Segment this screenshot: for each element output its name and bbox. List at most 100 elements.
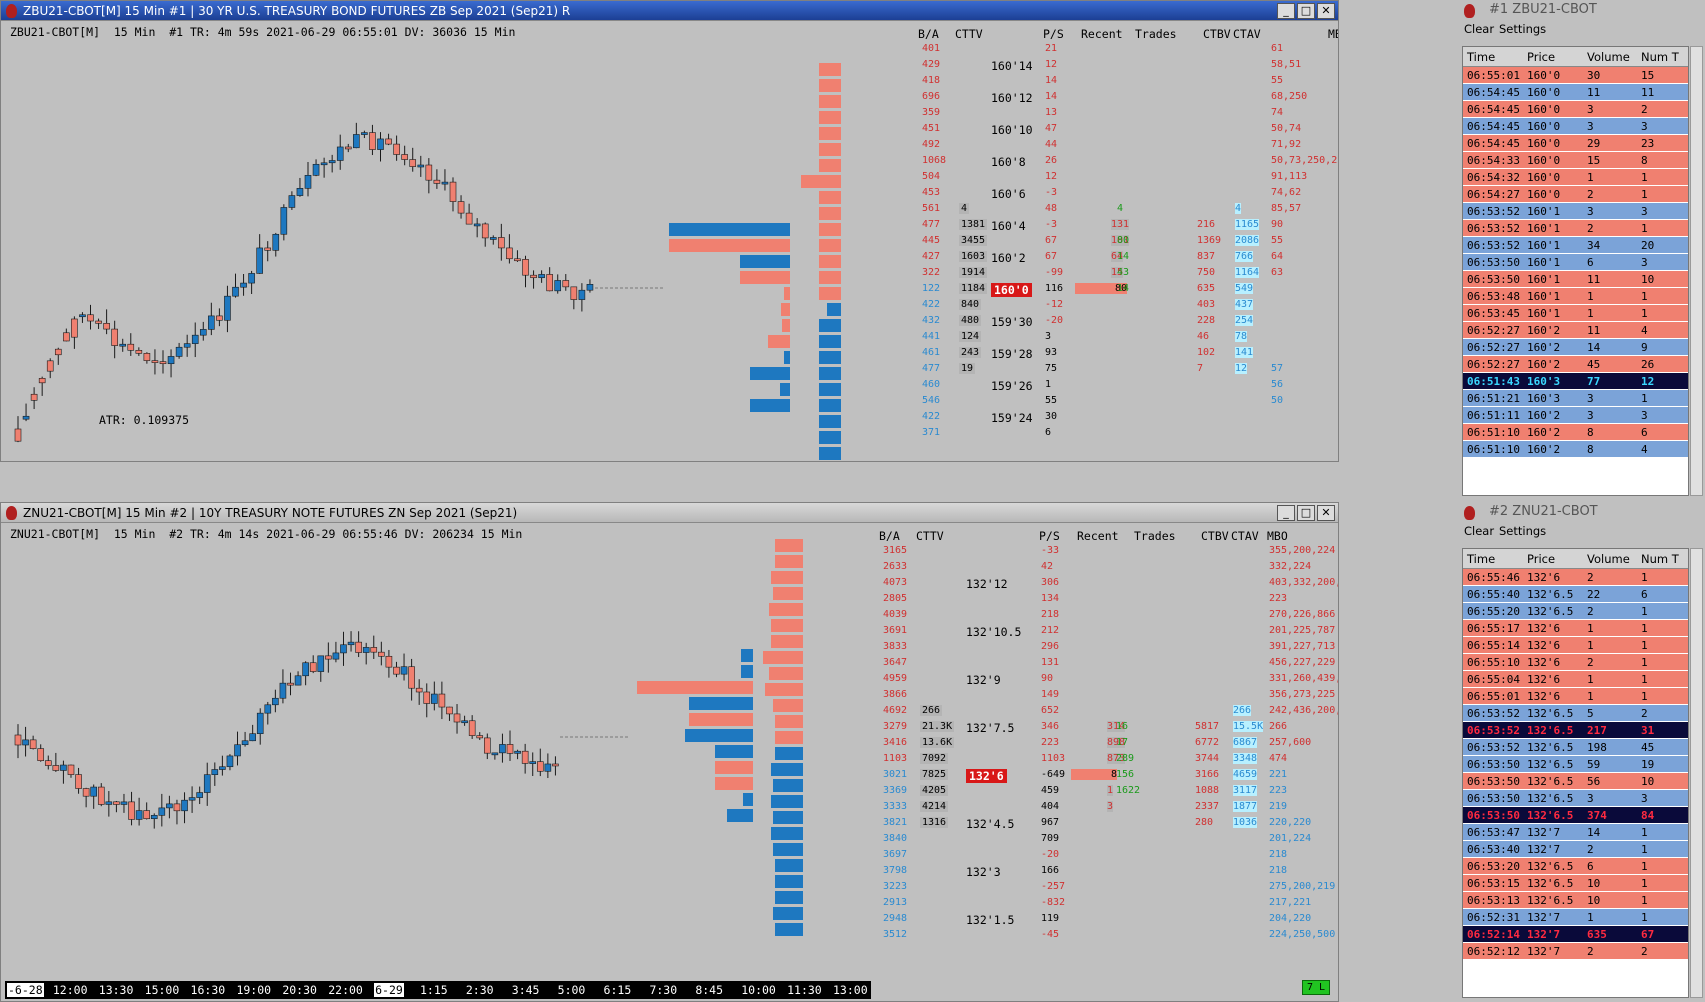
ladder-row[interactable]: 461 243 159'28 93 102 141 <box>910 345 1335 361</box>
ts-col-header[interactable]: Price <box>1527 552 1556 566</box>
ts-row[interactable]: 06:52:27 160'2 45 26 <box>1463 356 1688 373</box>
ts-row[interactable]: 06:51:10 160'2 8 6 <box>1463 424 1688 441</box>
ladder-row[interactable]: 453 160'6 -3 74,62 <box>910 185 1335 201</box>
ladder-row[interactable]: 504 12 91,113 <box>910 169 1335 185</box>
ts-row[interactable]: 06:53:50 132'6.5 374 84 <box>1463 807 1688 824</box>
ladder-row[interactable]: 3369 4205 459 1 1622 1088 3117 223 <box>871 783 1335 799</box>
ladder-row[interactable]: 427 1603 160'2 67 64 14 837 766 64 <box>910 249 1335 265</box>
ladder-row[interactable]: 3223 -257 275,200,219 <box>871 879 1335 895</box>
ladder-row[interactable]: 322 1914 -99 15 43 750 1164 63 <box>910 265 1335 281</box>
ts-row[interactable]: 06:54:45 160'0 11 11 <box>1463 84 1688 101</box>
ladder-row[interactable]: 441 124 3 46 78 <box>910 329 1335 345</box>
ts-table[interactable]: Time Price Volume Num T 06:55:01 160'0 30 15 06:… <box>1462 46 1689 496</box>
ladder-row[interactable]: 429 160'14 12 58,51 <box>910 57 1335 73</box>
ts-row[interactable]: 06:54:45 160'0 3 3 <box>1463 118 1688 135</box>
ts-row[interactable]: 06:53:15 132'6.5 10 1 <box>1463 875 1688 892</box>
ts-row[interactable]: 06:55:17 132'6 1 1 <box>1463 620 1688 637</box>
ladder-row[interactable]: 3647 131 456,227,229 <box>871 655 1335 671</box>
ladder-row[interactable]: 2948 132'1.5 119 204,220 <box>871 911 1335 927</box>
ts-row[interactable]: 06:55:01 132'6 1 1 <box>1463 688 1688 705</box>
close-button[interactable]: ✕ <box>1317 505 1335 521</box>
ladder-row[interactable]: 3165 -33 355,200,224 <box>871 543 1335 559</box>
ts-row[interactable]: 06:53:47 132'7 14 1 <box>1463 824 1688 841</box>
minimize-button[interactable]: _ <box>1277 505 1295 521</box>
ladder-row[interactable]: 460 159'26 1 56 <box>910 377 1335 393</box>
ts-col-header[interactable]: Volume <box>1587 552 1630 566</box>
ts-row[interactable]: 06:53:40 132'7 2 1 <box>1463 841 1688 858</box>
ladder-row[interactable]: 3866 149 356,273,225 <box>871 687 1335 703</box>
ts-row[interactable]: 06:54:45 160'0 3 2 <box>1463 101 1688 118</box>
ladder-row[interactable]: 418 14 55 <box>910 73 1335 89</box>
ladder-row[interactable]: 3333 4214 404 3 2337 1877 219 <box>871 799 1335 815</box>
ts-row[interactable]: 06:51:21 160'3 3 1 <box>1463 390 1688 407</box>
ts-row[interactable]: 06:52:27 160'2 11 4 <box>1463 322 1688 339</box>
ts-row[interactable]: 06:53:50 132'6.5 59 19 <box>1463 756 1688 773</box>
ladder-row[interactable]: 422 159'24 30 <box>910 409 1335 425</box>
time-and-sales-zn[interactable]: #2 ZNU21-CBOT Clear Settings Time Price Vol… <box>1459 502 1705 1002</box>
ts-row[interactable]: 06:53:50 132'6.5 3 3 <box>1463 790 1688 807</box>
ladder-row[interactable]: 3833 296 391,227,713 <box>871 639 1335 655</box>
ts-row[interactable]: 06:55:40 132'6.5 22 6 <box>1463 586 1688 603</box>
ts-row[interactable]: 06:52:27 160'2 14 9 <box>1463 339 1688 356</box>
ladder-row[interactable]: 3512 -45 224,250,500 <box>871 927 1335 943</box>
chart-window-zb[interactable]: ZBU21-CBOT[M] 15 Min #1 | 30 YR U.S. TRE… <box>0 0 1339 462</box>
ts-row[interactable]: 06:53:50 160'1 11 10 <box>1463 271 1688 288</box>
ladder-row[interactable]: 432 480 159'30 -20 228 254 <box>910 313 1335 329</box>
ts-col-header[interactable]: Volume <box>1587 50 1630 64</box>
ts-scrollbar[interactable] <box>1690 548 1703 998</box>
ts-row[interactable]: 06:52:12 132'7 2 2 <box>1463 943 1688 960</box>
ts-scrollbar[interactable] <box>1690 46 1703 496</box>
ts-row[interactable]: 06:53:52 132'6.5 217 31 <box>1463 722 1688 739</box>
ts-row[interactable]: 06:52:14 132'7 635 67 <box>1463 926 1688 943</box>
ts-col-header[interactable]: Num T <box>1641 50 1679 64</box>
ladder-row[interactable]: 696 160'12 14 68,250 <box>910 89 1335 105</box>
ladder-row[interactable]: 546 55 50 <box>910 393 1335 409</box>
ts-row[interactable]: 06:52:31 132'7 1 1 <box>1463 909 1688 926</box>
ts-row[interactable]: 06:53:52 132'6.5 198 45 <box>1463 739 1688 756</box>
ladder-row[interactable]: 3697 -20 218 <box>871 847 1335 863</box>
price-ladder[interactable]: B/A CTTV P/S Recent Trades CTBV CTAV MBO 3165 -33… <box>871 525 1338 981</box>
ladder-row[interactable]: 492 44 71,92 <box>910 137 1335 153</box>
ladder-row[interactable]: 4692 266 652 266 242,436,200,200,200,227 <box>871 703 1338 719</box>
minimize-button[interactable]: _ <box>1277 3 1295 19</box>
clear-button[interactable]: Clear <box>1464 22 1495 36</box>
ts-col-header[interactable]: Price <box>1527 50 1556 64</box>
settings-button[interactable]: Settings <box>1499 22 1547 36</box>
chart-window-zn[interactable]: ZNU21-CBOT[M] 15 Min #2 | 10Y TREASURY N… <box>0 502 1339 1002</box>
ladder-row[interactable]: 3416 13.6K 223 898 17 6772 6867 257,600 <box>871 735 1335 751</box>
ts-row[interactable]: 06:53:52 160'1 3 3 <box>1463 203 1688 220</box>
ts-row[interactable]: 06:54:33 160'0 15 8 <box>1463 152 1688 169</box>
ts-row[interactable]: 06:53:52 160'1 34 20 <box>1463 237 1688 254</box>
ladder-row[interactable]: 122 1184 160'0 116 80 14 635 549 <box>910 281 1335 297</box>
ts-table[interactable]: Time Price Volume Num T 06:55:46 132'6 2 1 06:55… <box>1462 548 1689 998</box>
ts-row[interactable]: 06:53:48 160'1 1 1 <box>1463 288 1688 305</box>
ts-row[interactable]: 06:53:50 132'6.5 56 10 <box>1463 773 1688 790</box>
ts-row[interactable]: 06:55:14 132'6 1 1 <box>1463 637 1688 654</box>
ladder-row[interactable]: 3279 21.3K 132'7.5 346 314 16 5817 15.5K 266 <box>871 719 1335 735</box>
chart-title-bar[interactable]: ZNU21-CBOT[M] 15 Min #2 | 10Y TREASURY N… <box>1 503 1338 523</box>
ladder-row[interactable]: 4073 132'12 306 403,332,200,750,200 <box>871 575 1338 591</box>
ts-row[interactable]: 06:53:20 132'6.5 6 1 <box>1463 858 1688 875</box>
ts-row[interactable]: 06:51:11 160'2 3 3 <box>1463 407 1688 424</box>
ladder-row[interactable]: 3021 7825 132'6 -649 8 156 3166 4659 221 <box>871 767 1335 783</box>
ts-row[interactable]: 06:53:52 160'1 2 1 <box>1463 220 1688 237</box>
ts-row[interactable]: 06:55:04 132'6 1 1 <box>1463 671 1688 688</box>
ladder-row[interactable]: 3798 132'3 166 218 <box>871 863 1335 879</box>
chart-pane[interactable]: ZNU21-CBOT[M] 15 Min #2 TR: 4m 14s 2021-… <box>5 525 1338 999</box>
ladder-row[interactable]: 401 21 61 <box>910 41 1335 57</box>
ts-col-header[interactable]: Time <box>1467 552 1496 566</box>
ladder-row[interactable]: 4959 132'9 90 331,260,439,897,226 <box>871 671 1338 687</box>
ladder-row[interactable]: 371 6 <box>910 425 1335 441</box>
time-and-sales-zb[interactable]: #1 ZBU21-CBOT Clear Settings Time Price Vol… <box>1459 0 1705 500</box>
price-ladder[interactable]: B/ACTTVP/SRecentTradesCTBVCTAVMBO4012161… <box>910 23 1338 461</box>
ladder-row[interactable]: 477 1381 160'4 -3 131 216 1165 90 <box>910 217 1335 233</box>
ts-col-header[interactable]: Time <box>1467 50 1496 64</box>
ts-row[interactable]: 06:55:46 132'6 2 1 <box>1463 569 1688 586</box>
close-button[interactable]: ✕ <box>1317 3 1335 19</box>
ts-title-bar[interactable]: #1 ZBU21-CBOT <box>1459 0 1705 20</box>
ladder-row[interactable]: 2913 -832 217,221 <box>871 895 1335 911</box>
ts-row[interactable]: 06:55:01 160'0 30 15 <box>1463 67 1688 84</box>
ladder-row[interactable]: 451 160'10 47 50,74 <box>910 121 1335 137</box>
chart-pane[interactable]: ZBU21-CBOT[M] 15 Min #1 TR: 4m 59s 2021-… <box>5 23 1338 461</box>
ladder-row[interactable]: 1103 7092 1103 873 289 3744 3348 474 <box>871 751 1335 767</box>
